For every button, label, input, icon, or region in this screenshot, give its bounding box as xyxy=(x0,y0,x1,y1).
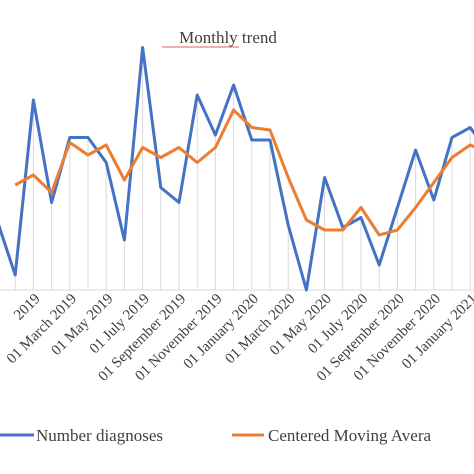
legend-label-centered-moving-average: Centered Moving Avera xyxy=(268,426,431,445)
gridlines xyxy=(14,47,471,290)
chart-title: Monthly trend xyxy=(179,28,277,47)
series-line-centered-moving-average xyxy=(14,108,474,237)
legend-label-number-diagnoses: Number diagnoses xyxy=(36,426,163,445)
series-lines xyxy=(0,46,474,292)
series-line-number-diagnoses xyxy=(0,46,474,292)
legend: Number diagnoses Centered Moving Avera xyxy=(0,426,431,445)
